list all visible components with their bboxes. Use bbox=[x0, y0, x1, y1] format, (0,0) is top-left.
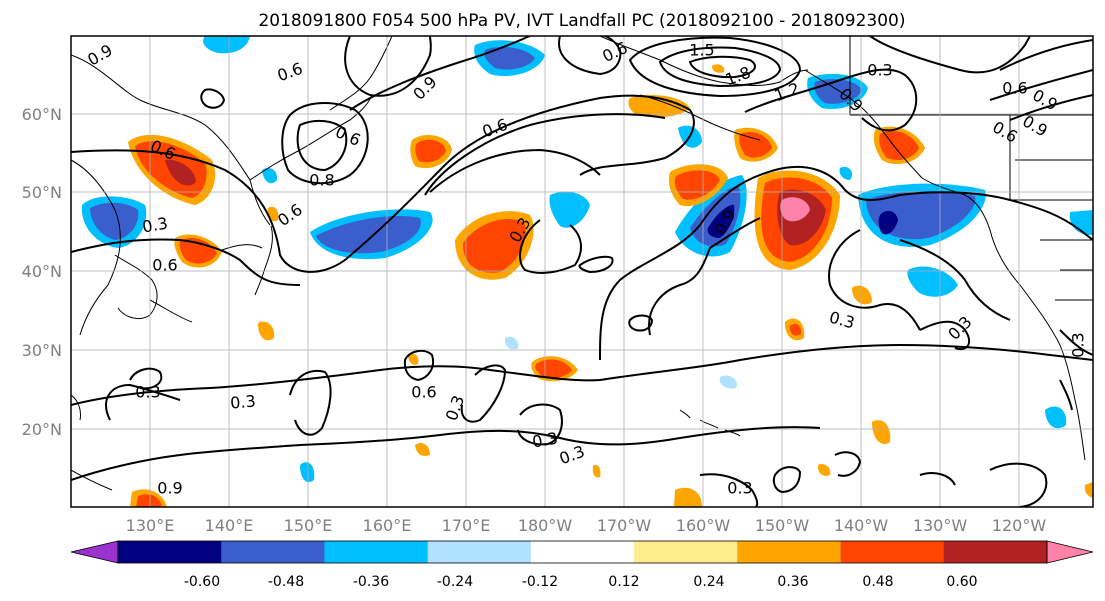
shade-positive bbox=[258, 321, 275, 341]
lat-label: 50°N bbox=[22, 183, 62, 202]
shade-positive bbox=[739, 132, 772, 158]
contour-label: 0.3 bbox=[141, 213, 169, 236]
map-frame bbox=[70, 35, 1094, 508]
lon-label: 130°W bbox=[913, 516, 968, 535]
shade-positive bbox=[872, 420, 891, 444]
shade-positive bbox=[852, 285, 872, 305]
contour-label: 1.5 bbox=[689, 41, 714, 60]
lat-label: 40°N bbox=[22, 262, 62, 281]
shade-negative bbox=[719, 375, 737, 389]
shade-positive bbox=[165, 159, 196, 186]
colorbar-cell bbox=[118, 541, 222, 563]
colorbar-ticks: -0.60 -0.48 -0.36 -0.24 -0.12 0.12 0.24 … bbox=[184, 574, 978, 590]
lat-label: 20°N bbox=[22, 420, 62, 439]
colorbar-cell bbox=[840, 541, 945, 563]
colorbar-tick-label: 0.12 bbox=[608, 574, 639, 590]
map-panel: 0.90.60.6 1.51.8 0.30.6 0.90.90.60.60.90.60… bbox=[22, 35, 1094, 535]
colorbar-tick-label: -0.48 bbox=[268, 574, 304, 590]
colorbar-tick-label: 0.48 bbox=[862, 574, 893, 590]
contour-label: 0.3 bbox=[867, 61, 892, 80]
contour-label: 0.3 bbox=[727, 479, 752, 498]
shade-positive bbox=[179, 238, 217, 264]
shade-positive bbox=[817, 464, 831, 476]
colorbar-extend-max bbox=[1046, 540, 1094, 564]
lon-label: 170°W bbox=[597, 516, 652, 535]
shade-positive bbox=[712, 64, 725, 73]
contour-label: 0.8 bbox=[309, 171, 334, 190]
contour-label: 0.3 bbox=[1069, 332, 1088, 357]
colorbar-cell bbox=[634, 541, 738, 563]
colorbar-extend-min bbox=[70, 540, 119, 564]
lat-label: 30°N bbox=[22, 341, 62, 360]
shade-positive bbox=[674, 487, 702, 507]
contour-lines bbox=[71, 36, 1093, 507]
shade-positive bbox=[789, 323, 802, 336]
colorbar-cells bbox=[70, 540, 1094, 564]
lon-label: 140°W bbox=[834, 516, 889, 535]
contour-label: 0.3 bbox=[531, 428, 559, 451]
shade-negative bbox=[907, 266, 958, 297]
lon-label: 130°E bbox=[126, 516, 175, 535]
lon-label: 160°W bbox=[676, 516, 731, 535]
shade-negative bbox=[707, 204, 735, 238]
shade-positive bbox=[780, 197, 810, 222]
shade-positive bbox=[136, 494, 162, 507]
contour-label: 0.3 bbox=[229, 391, 256, 412]
shade-negative bbox=[90, 202, 139, 240]
lon-label: 170°E bbox=[442, 516, 491, 535]
contour-label: 0.9 bbox=[157, 479, 182, 498]
shade-negative bbox=[504, 336, 519, 350]
shade-positive bbox=[415, 139, 446, 163]
shade-positive bbox=[535, 359, 572, 378]
shade-positive bbox=[1084, 482, 1093, 498]
colorbar-cell bbox=[324, 541, 429, 563]
colorbar-cell bbox=[427, 541, 532, 563]
colorbar: -0.60 -0.48 -0.36 -0.24 -0.12 0.12 0.24 … bbox=[70, 540, 1094, 590]
shade-negative bbox=[1069, 210, 1093, 236]
lon-label: 150°E bbox=[284, 516, 333, 535]
gridlines bbox=[71, 36, 1093, 507]
lat-label: 60°N bbox=[22, 105, 62, 124]
colorbar-tick-label: 0.60 bbox=[946, 574, 977, 590]
contour-label: 0.6 bbox=[152, 256, 177, 275]
lon-label: 140°E bbox=[205, 516, 254, 535]
colorbar-frame bbox=[117, 540, 1048, 564]
shade-negative bbox=[549, 191, 590, 228]
lat-axis: 60°N 50°N 40°N 30°N 20°N bbox=[22, 105, 62, 439]
shade-positive bbox=[628, 95, 690, 118]
colorbar-cell bbox=[943, 541, 1048, 563]
contour-label: 0.6 bbox=[1002, 79, 1027, 98]
lon-label: 150°W bbox=[755, 516, 810, 535]
shade-positive bbox=[592, 465, 601, 478]
lon-label: 160°E bbox=[363, 516, 412, 535]
colorbar-tick-label: -0.12 bbox=[522, 574, 558, 590]
colorbar-cell bbox=[221, 541, 325, 563]
shade-positive bbox=[879, 130, 919, 160]
shade-positive bbox=[408, 353, 419, 365]
shade-negative bbox=[300, 462, 315, 483]
contour-label: 0.3 bbox=[135, 383, 160, 402]
lon-label: 120°W bbox=[992, 516, 1047, 535]
lon-axis: 130°E 140°E 150°E 160°E 170°E 180°W 170°… bbox=[126, 516, 1047, 535]
colorbar-tick-label: -0.36 bbox=[353, 574, 389, 590]
lon-label: 180°W bbox=[518, 516, 573, 535]
colorbar-tick-label: -0.60 bbox=[184, 574, 220, 590]
shade-negative bbox=[839, 166, 853, 180]
colorbar-tick-label: -0.24 bbox=[437, 574, 473, 590]
shade-positive bbox=[415, 443, 430, 456]
shade-negative bbox=[1045, 406, 1067, 429]
shade-positive bbox=[462, 218, 526, 273]
shade-negative bbox=[203, 36, 250, 54]
shade-negative bbox=[262, 168, 278, 184]
colorbar-tick-label: 0.24 bbox=[693, 574, 724, 590]
shade-negative bbox=[878, 210, 898, 235]
shade-negative bbox=[484, 46, 535, 70]
colorbar-cell bbox=[530, 541, 635, 563]
shade-negative bbox=[316, 216, 421, 254]
figure-title: 2018091800 F054 500 hPa PV, IVT Landfall… bbox=[258, 11, 905, 31]
colorbar-tick-label: 0.36 bbox=[777, 574, 808, 590]
contour-label: 0.6 bbox=[411, 383, 436, 402]
colorbar-cell bbox=[737, 541, 842, 563]
